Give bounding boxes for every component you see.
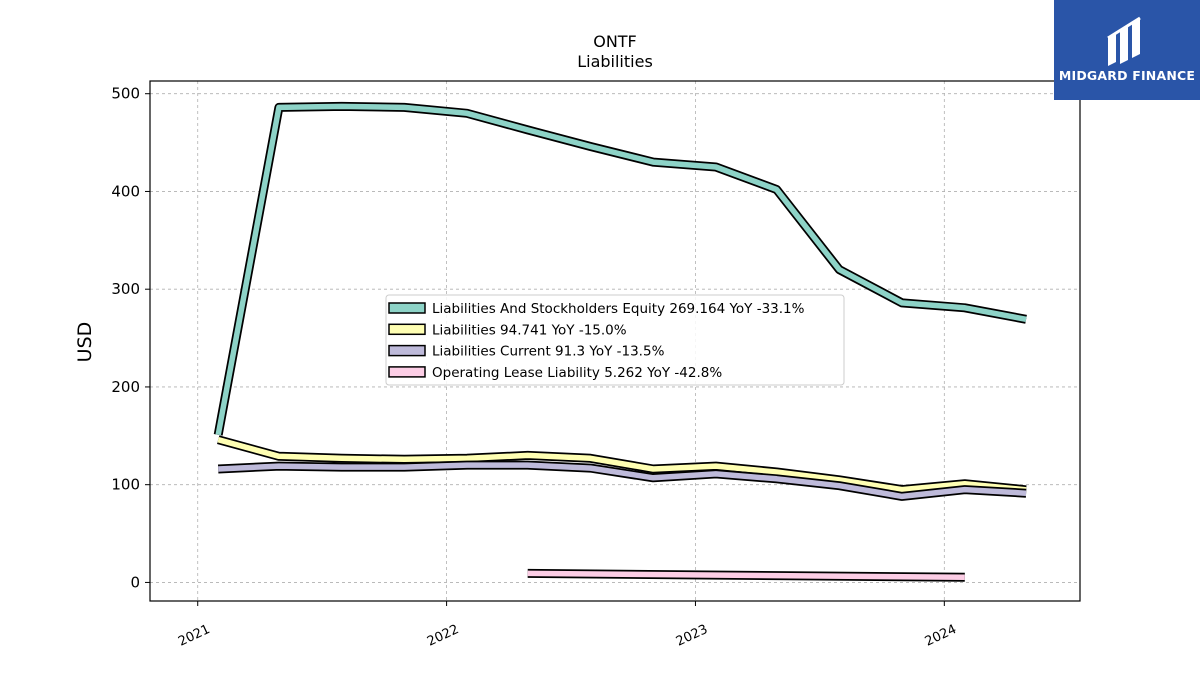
- legend-swatch: [388, 323, 426, 336]
- legend-swatch: [388, 344, 426, 357]
- y-axis-label: USD: [74, 322, 96, 363]
- x-tick-label: 2024: [923, 622, 959, 650]
- y-tick-label: 0: [130, 573, 140, 591]
- legend: Liabilities And Stockholders Equity 269.…: [385, 294, 845, 386]
- series-layer: [213, 101, 1027, 582]
- series-liabilities-current: [217, 460, 1027, 501]
- midgard-finance-logo: MIDGARD FINANCE: [1054, 0, 1200, 100]
- x-tick-label: 2023: [674, 622, 710, 650]
- series-liabilities: [217, 435, 1027, 495]
- chart-title: ONTF: [593, 32, 637, 51]
- plot-frame: [149, 80, 1081, 602]
- series-operating-lease-liability: [527, 568, 965, 582]
- legend-entry: Liabilities 94.741 YoY -15.0%: [432, 322, 627, 338]
- series-line: [527, 570, 965, 581]
- y-tick-label: 200: [111, 378, 140, 396]
- legend-box: [385, 294, 845, 386]
- y-tick-label: 300: [111, 280, 140, 298]
- series-line: [215, 103, 1027, 436]
- chart-subtitle: Liabilities: [577, 52, 653, 71]
- legend-swatch: [388, 302, 426, 314]
- y-tick-label: 400: [111, 182, 140, 200]
- y-tick-label: 500: [111, 85, 140, 103]
- x-tick-label: 2022: [425, 622, 461, 650]
- logo-text: MIDGARD FINANCE: [1058, 68, 1196, 83]
- y-tick-label: 100: [111, 476, 140, 494]
- legend-entry: Liabilities Current 91.3 YoY -13.5%: [432, 344, 665, 360]
- legend-swatch: [388, 366, 426, 378]
- midgard-logo-icon: [1107, 16, 1141, 66]
- legend-entry: Liabilities And Stockholders Equity 269.…: [432, 301, 805, 317]
- series-line: [218, 462, 1027, 500]
- series-line: [217, 437, 1027, 493]
- legend-entry: Operating Lease Liability 5.262 YoY -42.…: [432, 365, 722, 381]
- series-liabilities-and-stockholders-equity: [213, 101, 1027, 436]
- x-tick-label: 2021: [176, 622, 212, 650]
